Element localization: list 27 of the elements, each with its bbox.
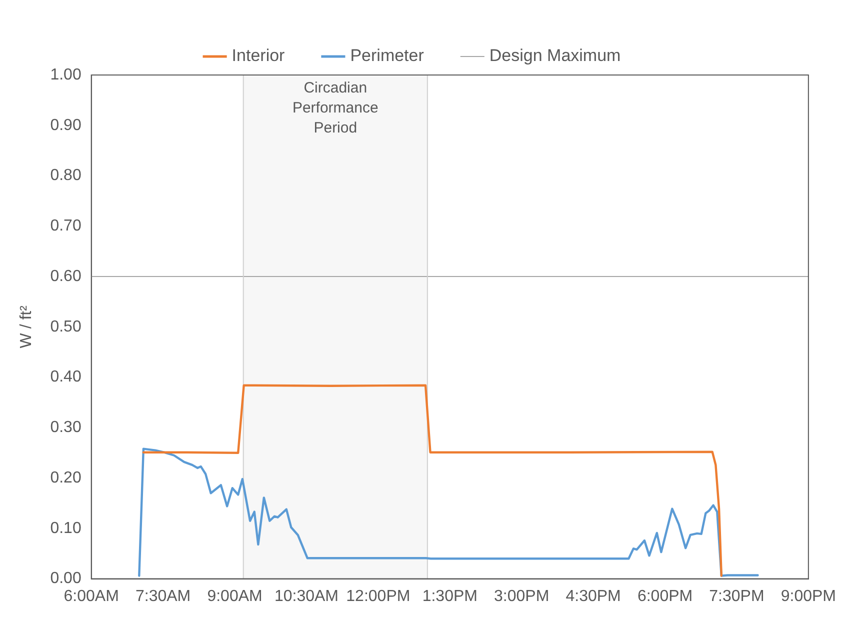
x-tick-label: 9:00AM [207, 588, 262, 605]
x-tick-label: 1:30PM [422, 588, 478, 605]
legend-label: Design Maximum [489, 46, 621, 66]
band-label: Circadian Performance Period [292, 80, 378, 137]
x-tick-label: 3:00PM [494, 588, 550, 605]
y-tick-label: 0.40 [50, 368, 82, 386]
y-tick-label: 0.50 [50, 318, 82, 336]
y-tick-label: 0.90 [50, 116, 82, 134]
legend-label: Perimeter [350, 46, 424, 66]
y-tick-label: 0.30 [50, 419, 82, 436]
x-tick-label: 7:30PM [709, 588, 764, 605]
y-tick-label: 0.20 [50, 469, 82, 486]
y-axis-title: W / ft² [18, 304, 36, 348]
x-tick-label: 4:30PM [566, 588, 621, 605]
x-tick-label: 6:00PM [637, 588, 693, 605]
y-tick-label: 0.80 [50, 167, 82, 184]
y-tick-label: 1.00 [50, 66, 82, 84]
y-tick-label: 0.70 [50, 218, 82, 235]
y-tick-label: 0.60 [50, 268, 82, 285]
x-tick-label: 9:00PM [780, 588, 836, 605]
legend-label: Interior [232, 46, 286, 66]
x-tick-label: 6:00AM [64, 588, 119, 605]
x-tick-label: 10:30AM [274, 588, 338, 605]
x-tick-label: 7:30AM [135, 588, 191, 605]
y-tick-label: 0.00 [50, 570, 82, 588]
x-tick-label: 12:00PM [346, 588, 410, 605]
y-tick-label: 0.10 [50, 520, 82, 537]
